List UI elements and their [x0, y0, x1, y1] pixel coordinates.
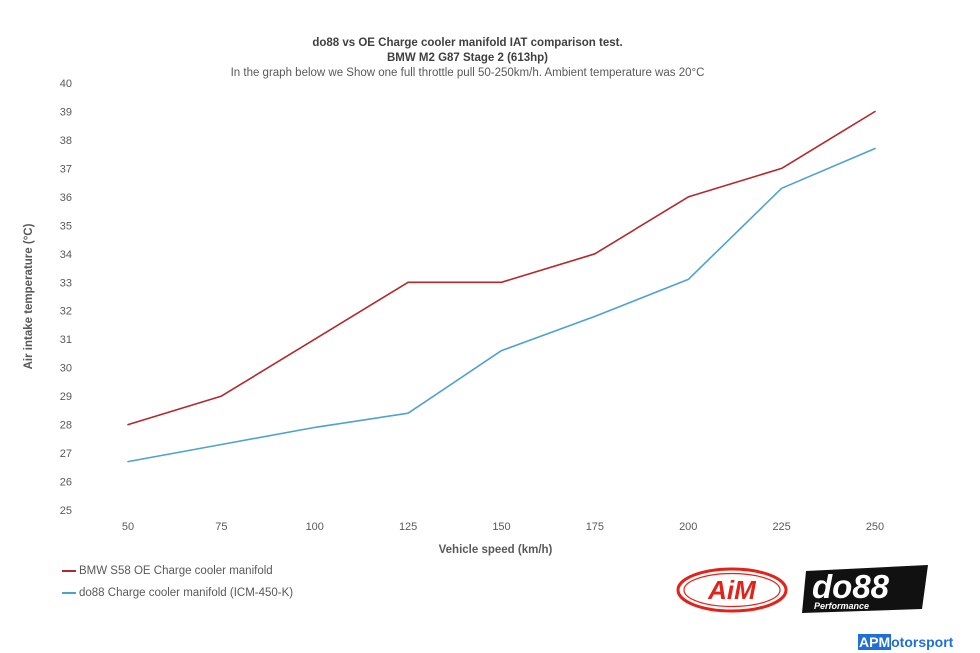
series-line-do88	[127, 147, 876, 463]
brand-suffix: otorsport	[891, 634, 954, 650]
brand-prefix: APM	[858, 634, 892, 650]
x-tick-label: 100	[306, 521, 324, 533]
legend-swatch-oe	[62, 569, 76, 572]
y-tick-label: 26	[60, 477, 72, 489]
chart-subtitle: BMW M2 G87 Stage 2 (613hp)	[386, 52, 549, 64]
x-tick-label: 200	[679, 521, 697, 533]
y-tick-label: 31	[60, 334, 72, 346]
x-tick-label: 225	[772, 521, 790, 533]
x-tick-label: 125	[399, 521, 417, 533]
y-tick-label: 27	[60, 448, 72, 460]
aim-logo: AiM	[676, 566, 788, 619]
legend-label-do88: do88 Charge cooler manifold (ICM-450-K)	[79, 586, 294, 599]
legend-swatch-do88	[62, 591, 76, 594]
y-tick-label: 32	[60, 306, 72, 318]
x-tick-label: 250	[866, 521, 884, 533]
y-tick-label: 28	[60, 420, 72, 432]
y-tick-label: 29	[60, 391, 72, 403]
y-tick-label: 36	[60, 192, 72, 204]
series-line-oe	[127, 110, 876, 426]
x-tick-label: 150	[492, 521, 510, 533]
y-tick-label: 35	[60, 220, 72, 232]
legend-item-do88: do88 Charge cooler manifold (ICM-450-K)	[62, 586, 293, 599]
legend-label-oe: BMW S58 OE Charge cooler manifold	[79, 564, 273, 577]
svg-text:do88: do88	[812, 568, 890, 605]
y-axis-label: Air intake temperature (°C)	[23, 223, 35, 369]
y-tick-label: 30	[60, 363, 72, 375]
legend-item-oe: BMW S58 OE Charge cooler manifold	[62, 564, 293, 577]
y-tick-label: 34	[60, 249, 72, 261]
legend: BMW S58 OE Charge cooler manifold do88 C…	[62, 564, 293, 608]
chart-title: do88 vs OE Charge cooler manifold IAT co…	[312, 37, 623, 49]
chart-title-block: do88 vs OE Charge cooler manifold IAT co…	[0, 36, 935, 81]
x-axis-label: Vehicle speed (km/h)	[439, 544, 553, 556]
y-tick-label: 33	[60, 277, 72, 289]
x-tick-label: 175	[586, 521, 604, 533]
do88-logo: do88 Performance	[800, 565, 930, 620]
y-tick-label: 25	[60, 505, 72, 517]
svg-text:AiM: AiM	[707, 575, 757, 605]
x-tick-label: 50	[122, 521, 134, 533]
y-tick-label: 40	[60, 78, 72, 90]
y-tick-label: 37	[60, 163, 72, 175]
iat-line-chart: 25 26 27 28 29 30 31 32 33 34 35 36 37 38 39 40 50 75 100 1…	[23, 78, 884, 556]
y-tick-label: 38	[60, 135, 72, 147]
x-tick-label: 75	[215, 521, 227, 533]
chart-note: In the graph below we Show one full thro…	[230, 67, 705, 79]
apm-motorsport-logo: APMotorsport	[858, 632, 953, 652]
svg-text:Performance: Performance	[814, 601, 869, 611]
y-tick-label: 39	[60, 106, 72, 118]
